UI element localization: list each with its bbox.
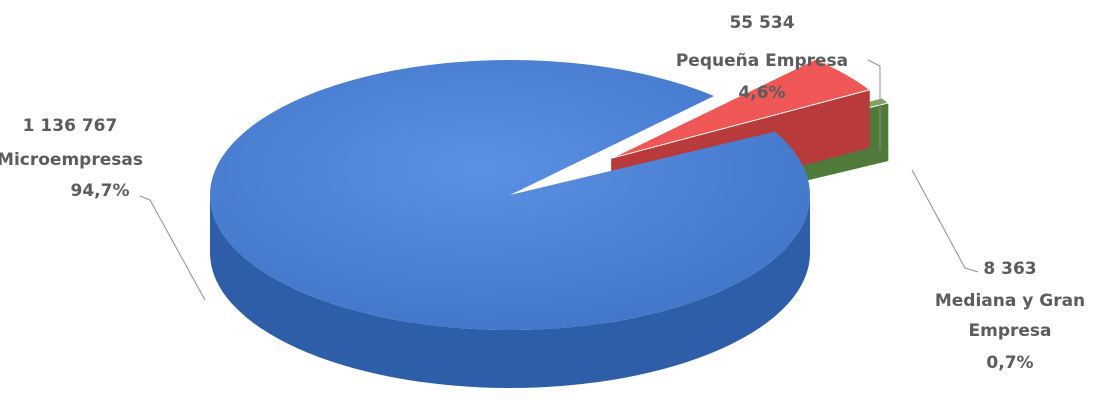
label-mediana-gran-name-line2: Empresa: [969, 321, 1052, 341]
label-mediana-gran-value: 8 363: [983, 259, 1036, 279]
leader-line-microempresas: [139, 195, 206, 301]
slice-microempresas: [209, 60, 811, 388]
label-pequena-empresa-value: 55 534: [729, 13, 794, 33]
pie-slices: [209, 58, 890, 388]
leader-line-mediana-gran-empresa: [911, 169, 979, 273]
slice-pequena-empresa-top: [611, 58, 871, 159]
slice-microempresas-side: [210, 195, 810, 388]
label-pequena-empresa-percent: 4,6%: [738, 83, 785, 103]
label-mediana-gran-name-line1: Mediana y Gran: [935, 291, 1085, 311]
leader-line-pequena-empresa: [867, 59, 881, 150]
label-pequena-empresa-name: Pequeña Empresa: [676, 51, 848, 71]
label-microempresas-name: Microempresas: [0, 150, 143, 170]
label-microempresas-value: 1 136 767: [23, 116, 118, 136]
label-mediana-gran-percent: 0,7%: [986, 353, 1033, 373]
label-microempresas-percent: 94,7%: [71, 181, 130, 201]
slice-microempresas-top: [209, 60, 811, 331]
